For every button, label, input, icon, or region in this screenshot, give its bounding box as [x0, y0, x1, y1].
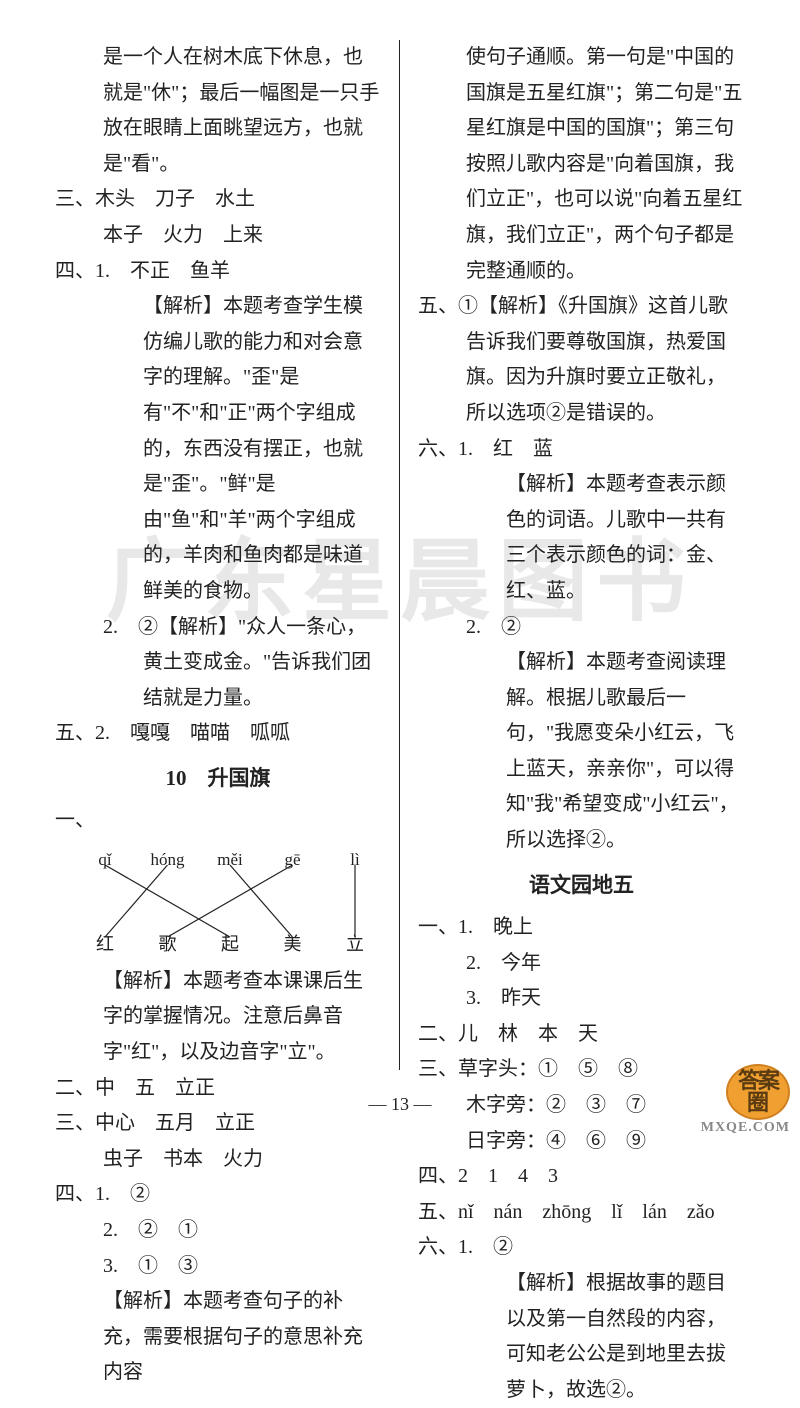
- text-line: 四、1. 不正 鱼羊: [55, 254, 381, 290]
- text-line: 二、儿 林 本 天: [418, 1017, 745, 1053]
- text-line: 四、1. ②: [55, 1177, 381, 1213]
- logo-subtext: MXQE.COM: [701, 1120, 790, 1136]
- content: 1. 晚上: [458, 916, 533, 938]
- label: 六、: [418, 438, 458, 460]
- text-line: 六、1. 红 蓝: [418, 432, 745, 468]
- text-line: 一、: [55, 803, 381, 839]
- right-column: 使句子通顺。第一句是"中国的国旗是五星红旗"；第二句是"五星红旗是中国的国旗"；…: [400, 40, 745, 1070]
- logo-badge: 答案 圈: [726, 1064, 790, 1120]
- content: 木头 刀子 水土: [95, 188, 255, 210]
- char-label: 美: [273, 928, 313, 960]
- label: 六、: [418, 1236, 458, 1258]
- matching-diagram: qǐ hóng měi gē lì 红 歌 起 美 立: [85, 845, 375, 960]
- text-line: 2. ② ①: [55, 1213, 381, 1249]
- text-line: 三、中心 五月 立正: [55, 1106, 381, 1142]
- logo-line2: 圈: [747, 1092, 769, 1114]
- text-line: 本子 火力 上来: [55, 218, 381, 254]
- content: 1. 不正 鱼羊: [95, 260, 230, 282]
- text-line: 五、①【解析】《升国旗》这首儿歌告诉我们要尊敬国旗，热爱国旗。因为升旗时要立正敬…: [418, 289, 745, 431]
- section-title: 10 升国旗: [55, 752, 381, 803]
- text-line: 3. ① ③: [55, 1249, 381, 1285]
- diagram-bottom-row: 红 歌 起 美 立: [85, 928, 375, 960]
- char-label: 歌: [148, 928, 188, 960]
- text-line: 3. 昨天: [418, 981, 745, 1017]
- explanation: 【解析】本题考查句子的补充，需要根据句子的意思补充内容: [55, 1284, 381, 1391]
- text-line: 四、2 1 4 3: [418, 1159, 745, 1195]
- explanation: 【解析】本题考查学生模仿编儿歌的能力和对会意字的理解。"歪"是有"不"和"正"两…: [55, 289, 381, 609]
- text-line: 虫子 书本 火力: [55, 1142, 381, 1178]
- text-line: 一、1. 晚上: [418, 910, 745, 946]
- label: 四、: [55, 1183, 95, 1205]
- explanation: 【解析】根据故事的题目以及第一自然段的内容，可知老公公是到地里去拔萝卜，故选②。: [418, 1266, 745, 1408]
- label: 一、: [418, 916, 458, 938]
- text-line: 木字旁：② ③ ⑦: [418, 1088, 745, 1124]
- label: 四、: [55, 260, 95, 282]
- left-column: 是一个人在树木底下休息，也就是"休"；最后一幅图是一只手放在眼睛上面眺望远方，也…: [55, 40, 400, 1070]
- text-line: 五、2. 嘎嘎 喵喵 呱呱: [55, 716, 381, 752]
- text-block: 使句子通顺。第一句是"中国的国旗是五星红旗"；第二句是"五星红旗是中国的国旗"；…: [418, 40, 745, 289]
- section-title: 语文园地五: [418, 859, 745, 910]
- diagram-lines: [85, 865, 375, 937]
- text-line: 二、中 五 立正: [55, 1071, 381, 1107]
- text-line: 六、1. ②: [418, 1230, 745, 1266]
- text-block: 是一个人在树木底下休息，也就是"休"；最后一幅图是一只手放在眼睛上面眺望远方，也…: [55, 40, 381, 182]
- content: 1. ②: [95, 1183, 150, 1205]
- explanation: 【解析】本题考查表示颜色的词语。儿歌中一共有三个表示颜色的词：金、红、蓝。: [418, 467, 745, 609]
- logo-line1: 答案: [738, 1070, 778, 1092]
- explanation: 【解析】本题考查阅读理解。根据儿歌最后一句，"我愿变朵小红云，飞上蓝天，亲亲你"…: [418, 645, 745, 859]
- label: 三、: [55, 188, 95, 210]
- text-line: 三、木头 刀子 水土: [55, 182, 381, 218]
- text-line: 日字旁：④ ⑥ ⑨: [418, 1124, 745, 1160]
- char-label: 立: [335, 928, 375, 960]
- corner-logo: 答案 圈 MXQE.COM: [701, 1064, 790, 1136]
- text-line: 2. 今年: [418, 946, 745, 982]
- char-label: 红: [85, 928, 125, 960]
- text-line: 三、草字头：① ⑤ ⑧: [418, 1052, 745, 1088]
- content: 1. 红 蓝: [458, 438, 553, 460]
- char-label: 起: [210, 928, 250, 960]
- text-line: 2. ②: [418, 610, 745, 646]
- text-line: 五、nǐ nán zhōng lǐ lán zǎo: [418, 1195, 745, 1231]
- page-body: 是一个人在树木底下休息，也就是"休"；最后一幅图是一只手放在眼睛上面眺望远方，也…: [0, 0, 800, 1090]
- explanation: 【解析】本题考查本课课后生字的掌握情况。注意后鼻音字"红"，以及边音字"立"。: [55, 964, 381, 1071]
- content: 1. ②: [458, 1236, 513, 1258]
- text-line: 2. ②【解析】"众人一条心，黄土变成金。"告诉我们团结就是力量。: [55, 610, 381, 717]
